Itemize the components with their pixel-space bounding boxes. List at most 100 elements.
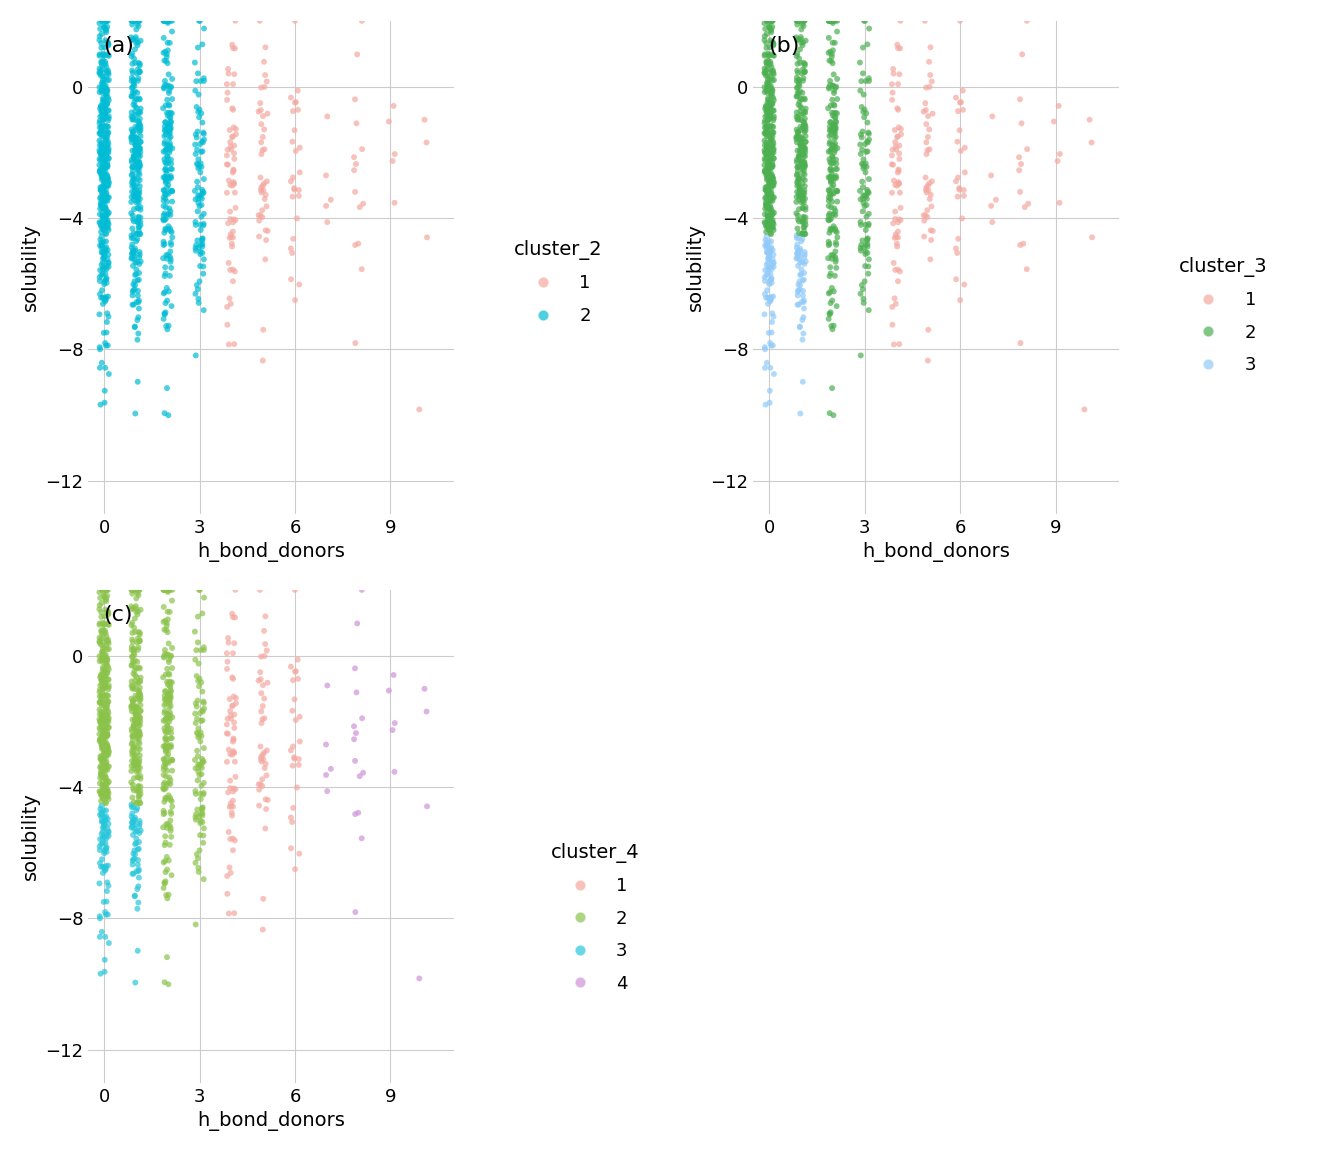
Point [94, 667, 116, 685]
Point [130, 696, 152, 714]
Point [128, 189, 149, 207]
Point [763, 123, 785, 142]
Point [155, 827, 176, 846]
Point [97, 581, 118, 599]
Point [161, 591, 183, 609]
Point [156, 52, 177, 70]
Point [793, 222, 814, 241]
Point [124, 242, 145, 260]
Point [128, 169, 149, 188]
Point [255, 642, 277, 660]
Point [949, 93, 970, 112]
Point [284, 12, 305, 30]
Point [155, 97, 176, 115]
Point [188, 12, 210, 30]
Point [128, 713, 149, 732]
Point [820, 132, 841, 151]
Point [156, 691, 177, 710]
Point [93, 142, 114, 160]
Point [788, 206, 809, 225]
Point [121, 128, 142, 146]
Point [129, 814, 151, 833]
Point [153, 793, 175, 811]
Point [824, 199, 845, 218]
Point [156, 660, 177, 679]
Point [759, 191, 781, 210]
Point [758, 248, 780, 266]
Point [220, 710, 242, 728]
Point [794, 123, 816, 142]
Point [97, 241, 118, 259]
Point [121, 804, 142, 823]
Point [95, 288, 117, 306]
Legend: 1, 2, 3: 1, 2, 3 [1172, 250, 1274, 381]
Point [91, 759, 113, 778]
Point [758, 75, 780, 93]
Point [122, 70, 144, 89]
Point [853, 187, 875, 205]
Point [187, 154, 208, 173]
Point [98, 101, 120, 120]
Point [757, 249, 778, 267]
Point [90, 694, 112, 712]
Point [757, 139, 778, 158]
Point [853, 100, 875, 119]
Point [250, 647, 271, 666]
Point [384, 763, 406, 781]
Point [793, 324, 814, 342]
Point [793, 184, 814, 203]
Point [156, 139, 177, 158]
Point [126, 36, 148, 54]
Point [95, 745, 117, 764]
Point [122, 107, 144, 126]
Point [128, 271, 149, 289]
Point [121, 238, 142, 257]
Point [887, 228, 909, 247]
Point [759, 70, 781, 89]
Point [788, 275, 809, 294]
Point [188, 581, 210, 599]
Point [155, 113, 176, 131]
Point [191, 798, 212, 817]
Point [222, 36, 243, 54]
Point [129, 114, 151, 132]
Point [160, 689, 181, 707]
Point [128, 790, 149, 809]
Point [824, 248, 845, 266]
Point [125, 97, 146, 115]
Point [818, 12, 840, 30]
Point [91, 77, 113, 96]
Point [157, 184, 179, 203]
Point [97, 33, 118, 52]
Point [222, 173, 243, 191]
Point [194, 71, 215, 90]
Point [953, 100, 974, 119]
Point [919, 221, 941, 240]
Point [759, 151, 781, 169]
Point [95, 97, 117, 115]
Point [126, 191, 148, 210]
Point [792, 293, 813, 311]
Point [945, 89, 966, 107]
Point [1011, 114, 1032, 132]
Point [89, 614, 110, 632]
Point [95, 775, 117, 794]
Point [89, 600, 110, 619]
Point [253, 128, 274, 146]
Point [91, 581, 113, 599]
Point [129, 712, 151, 730]
Point [125, 130, 146, 149]
Point [159, 773, 180, 791]
Point [884, 289, 906, 308]
Point [124, 71, 145, 90]
Point [128, 632, 149, 651]
Point [160, 736, 181, 755]
Point [855, 188, 876, 206]
Point [793, 255, 814, 273]
Point [122, 12, 144, 30]
Point [129, 679, 151, 697]
Point [129, 138, 151, 157]
Point [121, 616, 142, 635]
Point [849, 238, 871, 257]
Point [156, 198, 177, 217]
